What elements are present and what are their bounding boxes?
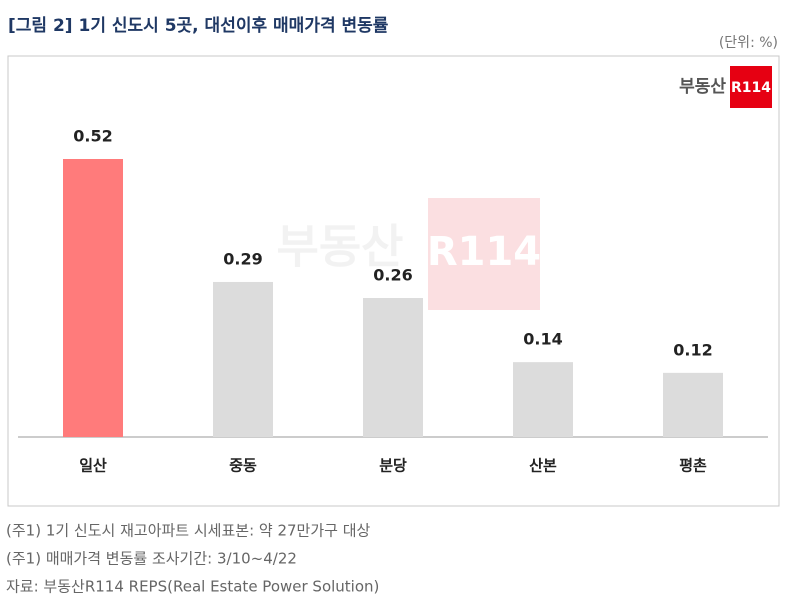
footnote: (주1) 1기 신도시 재고아파트 시세표본: 약 27만가구 대상 [6, 522, 371, 540]
bar [213, 281, 273, 437]
logo-box [730, 66, 772, 108]
watermark-box [428, 198, 540, 310]
value-label: 0.12 [673, 340, 712, 359]
value-label: 0.14 [523, 330, 562, 349]
watermark-text: 부동산 [277, 220, 404, 274]
x-tick-label: 중동 [229, 457, 257, 475]
x-tick-label: 평촌 [679, 457, 707, 475]
value-label: 0.52 [73, 127, 112, 146]
footnote: (주1) 매매가격 변동률 조사기간: 3/10~4/22 [6, 550, 297, 568]
logo-text: 부동산 [679, 77, 726, 97]
footnote: 자료: 부동산R114 REPS(Real Estate Power Solut… [6, 578, 379, 596]
chart-frame [7, 55, 780, 507]
x-tick-label: 일산 [79, 457, 107, 475]
logo-mark: R114 [731, 80, 771, 96]
watermark-mark: R114 [427, 229, 541, 275]
watermark: 부동산 R114 [277, 198, 541, 310]
x-tick-label: 분당 [379, 457, 407, 475]
bar [63, 159, 123, 437]
chart-title: [그림 2] 1기 신도시 5곳, 대선이후 매매가격 변동률 [8, 15, 389, 36]
bar [363, 298, 423, 437]
unit-label: (단위: %) [719, 35, 778, 51]
x-tick-label: 산본 [529, 457, 557, 475]
bar [663, 372, 723, 437]
value-label: 0.29 [223, 249, 262, 268]
value-label: 0.26 [373, 266, 412, 285]
bar [513, 362, 573, 437]
